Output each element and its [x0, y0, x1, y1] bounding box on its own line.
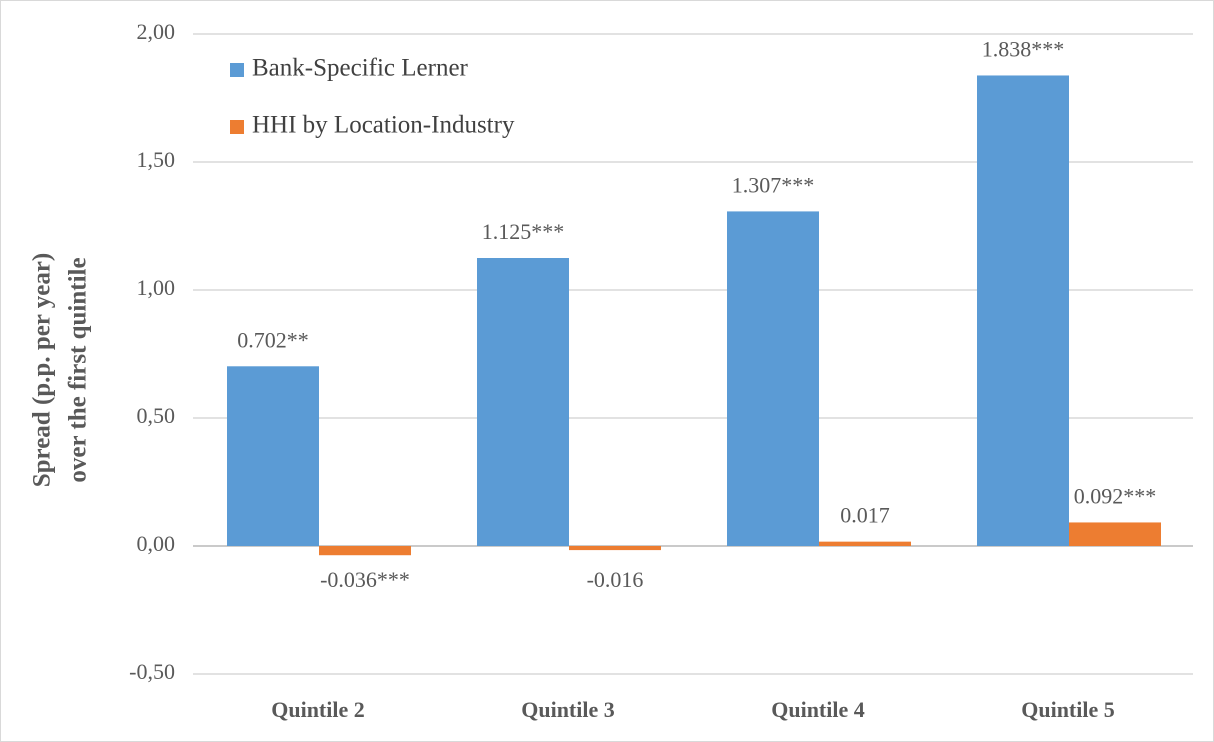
data-label: -0.016: [587, 567, 644, 592]
data-label: 1.307***: [732, 172, 815, 197]
bar: [727, 211, 819, 546]
legend-label: HHI by Location-Industry: [252, 112, 515, 139]
legend-swatch: [230, 120, 244, 134]
data-label: 0.092***: [1074, 483, 1157, 508]
bar: [477, 258, 569, 546]
bar: [569, 546, 661, 551]
bar: [1069, 522, 1161, 546]
y-axis-label-line: over the first quintile: [65, 257, 92, 482]
y-tick-label: 1,00: [137, 275, 176, 300]
y-tick-label: 1,50: [137, 147, 176, 172]
data-label: 0.017: [840, 503, 890, 528]
data-label: 1.838***: [982, 37, 1065, 62]
y-tick-label: 0,00: [137, 531, 176, 556]
y-tick-label: 0,50: [137, 403, 176, 428]
data-label: -0.036***: [320, 567, 410, 592]
bar: [227, 366, 319, 546]
legend-label: Bank-Specific Lerner: [252, 55, 469, 82]
data-label: 1.125***: [482, 219, 565, 244]
bar: [819, 541, 911, 546]
x-tick-label: Quintile 5: [1021, 697, 1115, 722]
y-tick-label: 2,00: [137, 19, 176, 44]
x-tick-label: Quintile 4: [771, 697, 865, 722]
y-axis-label-line: Spread (p.p. per year): [29, 253, 56, 488]
legend-swatch: [230, 63, 244, 77]
x-tick-label: Quintile 2: [271, 697, 365, 722]
bar: [977, 75, 1069, 547]
y-tick-label: -0,50: [129, 659, 175, 684]
data-label: 0.702**: [237, 327, 309, 352]
y-axis-label: Spread (p.p. per year) over the first qu…: [29, 253, 92, 488]
x-tick-label: Quintile 3: [521, 697, 615, 722]
bar: [319, 546, 411, 556]
